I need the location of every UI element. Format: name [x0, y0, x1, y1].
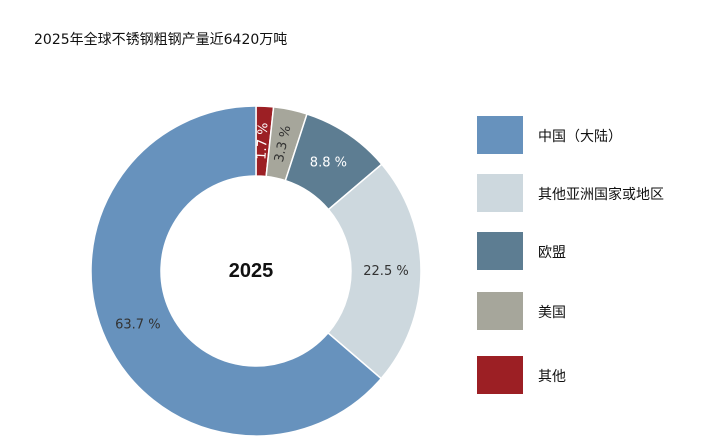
- legend-item-eu: 欧盟: [477, 232, 697, 270]
- legend-label: 欧盟: [538, 245, 566, 261]
- center-label: 2025: [229, 260, 274, 282]
- slice-label: 1.7 %: [254, 122, 271, 160]
- legend-label: 其他亚洲国家或地区: [538, 187, 664, 203]
- donut-slice: [90, 105, 383, 437]
- legend-swatch: [477, 232, 523, 270]
- legend-label: 其他: [538, 369, 566, 385]
- legend-label: 中国（大陆）: [538, 129, 622, 145]
- legend-item-china-mainland: 中国（大陆）: [477, 116, 697, 154]
- legend-item-other: 其他: [477, 356, 697, 394]
- slice-label: 22.5 %: [363, 264, 408, 279]
- slice-label: 8.8 %: [310, 156, 347, 171]
- slice-label: 63.7 %: [115, 318, 160, 333]
- legend-item-other-asia: 其他亚洲国家或地区: [477, 174, 697, 212]
- chart-title: 2025年全球不锈钢粗钢产量近6420万吨: [34, 32, 288, 48]
- legend-swatch: [477, 292, 523, 330]
- donut-slice: [326, 163, 422, 380]
- legend-label: 美国: [538, 305, 566, 321]
- legend-swatch: [477, 174, 523, 212]
- legend-swatch: [477, 356, 523, 394]
- legend-swatch: [477, 116, 523, 154]
- legend-item-usa: 美国: [477, 292, 697, 330]
